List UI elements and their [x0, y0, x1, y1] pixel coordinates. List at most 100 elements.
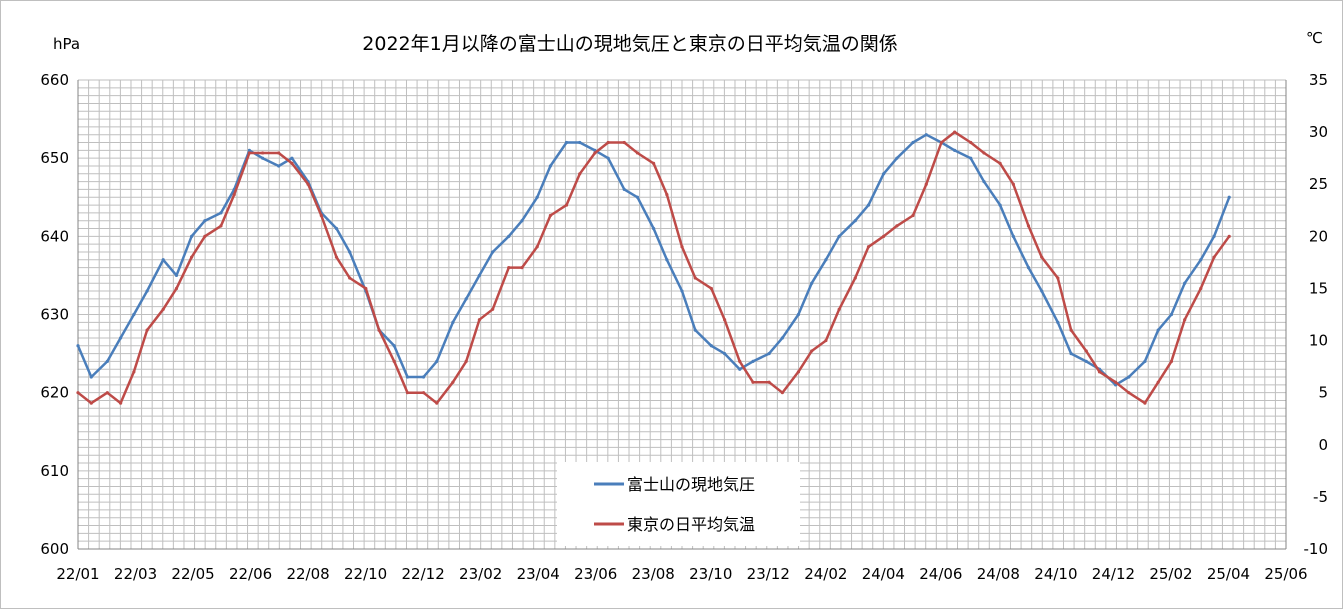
data-point-pressure: [464, 297, 468, 301]
data-point-temperature: [606, 140, 610, 145]
data-point-pressure: [1169, 312, 1174, 317]
data-point-pressure: [507, 234, 511, 238]
y-left-tick-label: 640: [40, 227, 69, 245]
data-point-temperature: [119, 401, 123, 405]
data-point-pressure: [1183, 281, 1187, 285]
data-point-pressure: [1212, 234, 1216, 238]
data-point-pressure: [564, 140, 569, 145]
data-point-pressure: [866, 203, 871, 207]
data-point-pressure: [635, 195, 640, 199]
data-point-temperature: [866, 245, 871, 249]
data-point-temperature: [1084, 349, 1088, 353]
data-point-temperature: [132, 370, 136, 374]
data-point-temperature: [651, 161, 656, 165]
data-point-temperature: [998, 161, 1002, 165]
data-point-temperature: [1127, 391, 1131, 395]
data-point-temperature: [1227, 234, 1231, 238]
data-point-temperature: [767, 380, 771, 384]
data-point-pressure: [1084, 359, 1088, 363]
data-point-temperature: [290, 161, 294, 165]
data-point-temperature: [1069, 328, 1073, 332]
data-point-pressure: [882, 172, 886, 176]
x-tick-label: 23/08: [632, 565, 675, 583]
data-point-temperature: [1143, 401, 1147, 405]
data-point-temperature: [477, 318, 482, 322]
data-point-pressure: [969, 156, 973, 160]
data-point-temperature: [548, 213, 553, 218]
axes: [77, 80, 1287, 550]
data-point-temperature: [780, 391, 784, 395]
data-point-temperature: [161, 307, 165, 311]
data-point-pressure: [1127, 375, 1131, 379]
data-point-pressure: [780, 336, 784, 340]
data-point-temperature: [810, 349, 814, 353]
data-point-temperature: [1199, 286, 1203, 291]
data-point-pressure: [261, 156, 265, 160]
data-point-pressure: [1069, 351, 1073, 356]
data-point-temperature: [882, 234, 886, 238]
tick-labels: 600 610 620 630 640 650 660 -10 -5 0 5 10 15 20 25 30 35…: [40, 71, 1328, 583]
data-point-pressure: [680, 289, 684, 293]
y-left-tick-label: 620: [40, 384, 69, 402]
data-point-pressure: [203, 219, 207, 223]
data-point-pressure: [405, 375, 410, 379]
data-point-pressure: [693, 328, 697, 332]
x-tick-label: 24/02: [804, 565, 847, 583]
data-point-pressure: [477, 273, 482, 278]
data-point-temperature: [593, 151, 597, 155]
data-point-pressure: [161, 258, 165, 262]
x-tick-label: 25/04: [1207, 565, 1250, 583]
y-right-tick-label: 25: [1309, 175, 1328, 193]
data-point-pressure: [451, 320, 455, 324]
data-point-pressure: [119, 336, 123, 340]
x-tick-label: 24/08: [977, 565, 1020, 583]
data-point-temperature: [520, 266, 524, 270]
x-tick-label: 24/06: [919, 565, 962, 583]
x-tick-label: 23/04: [517, 565, 560, 583]
x-tick-label: 25/02: [1149, 565, 1192, 583]
y-left-tick-label: 630: [40, 306, 69, 324]
data-point-temperature: [1156, 380, 1160, 384]
data-point-temperature: [190, 255, 194, 259]
data-point-temperature: [693, 276, 697, 280]
x-tick-label: 22/10: [344, 565, 387, 583]
data-point-temperature: [1113, 380, 1118, 384]
y-left-tick-label: 650: [40, 149, 69, 167]
data-point-pressure: [911, 140, 915, 145]
data-point-pressure: [924, 133, 928, 137]
data-point-temperature: [911, 213, 915, 218]
y-left-tick-label: 610: [40, 462, 69, 480]
data-point-temperature: [635, 151, 640, 155]
x-tick-label: 25/06: [1264, 565, 1307, 583]
data-point-pressure: [348, 250, 352, 254]
data-point-pressure: [535, 195, 539, 199]
data-point-pressure: [651, 226, 656, 231]
x-tick-label: 22/06: [229, 565, 272, 583]
data-point-pressure: [1227, 195, 1231, 199]
data-point-pressure: [998, 203, 1002, 207]
data-point-pressure: [190, 234, 194, 238]
x-tick-label: 23/12: [747, 565, 790, 583]
data-point-temperature: [405, 391, 410, 395]
data-point-pressure: [76, 344, 80, 348]
y-right-tick-label: 0: [1318, 436, 1328, 454]
data-point-temperature: [895, 224, 899, 228]
series-layer: [76, 130, 1231, 405]
data-point-temperature: [232, 193, 236, 197]
data-point-temperature: [219, 224, 223, 228]
data-point-pressure: [709, 344, 713, 348]
data-point-temperature: [491, 307, 495, 311]
data-point-temperature: [680, 245, 684, 249]
data-point-pressure: [1026, 266, 1031, 270]
data-point-pressure: [548, 164, 553, 168]
data-point-temperature: [306, 182, 310, 186]
data-point-temperature: [837, 307, 841, 311]
data-point-pressure: [1011, 234, 1015, 238]
data-point-pressure: [665, 258, 669, 262]
y-right-tick-label: 10: [1309, 332, 1328, 350]
data-point-temperature: [435, 401, 439, 405]
data-point-temperature: [723, 318, 727, 322]
data-point-pressure: [421, 375, 426, 379]
data-point-pressure: [953, 148, 957, 152]
y-right-tick-label: 20: [1309, 227, 1328, 245]
